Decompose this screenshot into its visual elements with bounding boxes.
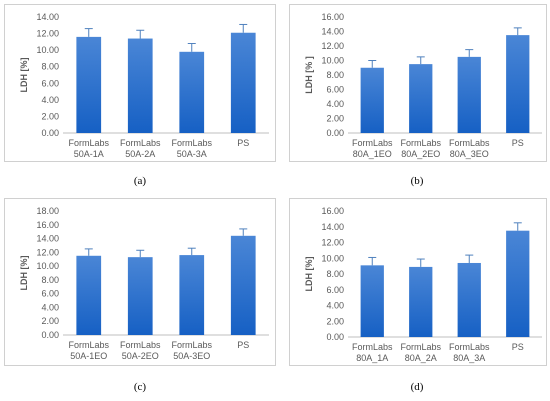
y-tick-label: 2.00: [41, 111, 59, 121]
bar: [409, 64, 433, 133]
x-tick-label: 80A_3A: [453, 353, 485, 363]
bar: [360, 265, 384, 337]
y-tick-label: 14.00: [36, 12, 59, 22]
y-tick-label: 8.00: [326, 269, 344, 279]
x-tick-label: PS: [237, 138, 249, 148]
y-tick-label: 10.00: [36, 261, 59, 271]
x-tick-label: FormLabs: [120, 340, 161, 350]
bar: [230, 32, 256, 133]
y-tick-label: 0.00: [41, 128, 59, 138]
y-tick-label: 8.00: [41, 275, 59, 285]
y-tick-label: 2.00: [41, 316, 59, 326]
y-tick-label: 14.00: [321, 27, 344, 37]
y-tick-label: 6.00: [326, 85, 344, 95]
y-tick-label: 2.00: [326, 316, 344, 326]
caption-c: (c): [133, 381, 147, 393]
x-tick-label: 50A-3EO: [173, 351, 210, 361]
y-tick-label: 8.00: [326, 70, 344, 80]
bar: [179, 51, 205, 133]
x-tick-label: PS: [512, 138, 524, 148]
x-tick-label: FormLabs: [171, 340, 212, 350]
x-tick-label: 50A-2A: [125, 149, 155, 159]
y-tick-label: 10.00: [321, 253, 344, 263]
bar: [179, 255, 205, 335]
y-tick-label: 18.00: [36, 206, 59, 216]
caption-a: (a): [133, 175, 147, 187]
x-tick-label: FormLabs: [120, 138, 161, 148]
bar: [409, 266, 433, 337]
y-tick-label: 10.00: [321, 56, 344, 66]
y-tick-label: 0.00: [326, 332, 344, 342]
x-tick-label: 80A_1EO: [353, 149, 392, 159]
x-tick-label: FormLabs: [352, 342, 393, 352]
x-tick-label: 50A-2EO: [122, 351, 159, 361]
y-tick-label: 8.00: [41, 62, 59, 72]
y-tick-label: 16.00: [36, 220, 59, 230]
y-tick-label: 12.00: [321, 41, 344, 51]
x-tick-label: FormLabs: [449, 342, 490, 352]
y-tick-label: 16.00: [321, 206, 344, 216]
bar: [76, 36, 102, 133]
panel-b: 0.00 2.00 4.00 6.00 8.00 10.00 12.00 14.00 16.00…: [289, 4, 547, 162]
x-tick-label: 80A_3EO: [450, 149, 489, 159]
panel-c: 0.00 2.00 4.00 6.00 8.00 10.00 12.00 14.00 16.00…: [4, 198, 276, 366]
y-tick-label: 12.00: [36, 247, 59, 257]
bar: [506, 230, 530, 337]
y-tick-label: 0.00: [326, 128, 344, 138]
bar: [506, 35, 530, 133]
y-tick-label: 16.00: [321, 12, 344, 22]
x-tick-label: 80A_2EO: [401, 149, 440, 159]
panel-d: 0.00 2.00 4.00 6.00 8.00 10.00 12.00 14.00 16.00…: [289, 198, 547, 366]
y-tick-label: 0.00: [41, 330, 59, 340]
x-tick-label: 80A_2A: [405, 353, 437, 363]
bar: [360, 67, 384, 133]
y-tick-label: 12.00: [36, 29, 59, 39]
bar: [457, 56, 481, 133]
panel-a: 0.00 2.00 4.00 6.00 8.00 10.00 12.00 14.00 LDH […: [4, 4, 276, 162]
y-tick-label: 6.00: [41, 289, 59, 299]
y-tick-label: 6.00: [41, 78, 59, 88]
x-tick-label: PS: [237, 340, 249, 350]
caption-d: (d): [410, 381, 424, 393]
y-tick-label: 14.00: [36, 234, 59, 244]
y-axis-label: LDH [%]: [19, 58, 29, 93]
x-tick-label: FormLabs: [449, 138, 490, 148]
y-axis-label: LDH [% ]: [304, 56, 314, 94]
bar: [127, 257, 153, 335]
y-tick-label: 6.00: [326, 285, 344, 295]
bar: [230, 235, 256, 335]
x-tick-label: FormLabs: [400, 342, 441, 352]
x-tick-label: FormLabs: [400, 138, 441, 148]
caption-b: (b): [410, 175, 424, 187]
x-tick-label: 50A-1A: [74, 149, 104, 159]
y-tick-label: 12.00: [321, 238, 344, 248]
y-tick-label: 4.00: [41, 302, 59, 312]
x-tick-label: 80A_1A: [356, 353, 388, 363]
x-tick-label: PS: [512, 342, 524, 352]
y-axis-label: LDH [%]: [19, 256, 29, 291]
chart-c: 0.00 2.00 4.00 6.00 8.00 10.00 12.00 14.00 16.00…: [19, 206, 269, 361]
x-tick-label: FormLabs: [352, 138, 393, 148]
y-tick-label: 2.00: [326, 114, 344, 124]
y-tick-label: 4.00: [41, 95, 59, 105]
chart-d: 0.00 2.00 4.00 6.00 8.00 10.00 12.00 14.00 16.00…: [304, 206, 542, 363]
bar: [127, 38, 153, 133]
bar: [76, 255, 102, 335]
x-tick-label: FormLabs: [68, 138, 109, 148]
x-tick-label: FormLabs: [68, 340, 109, 350]
chart-a: 0.00 2.00 4.00 6.00 8.00 10.00 12.00 14.00 LDH […: [19, 12, 269, 159]
x-tick-label: 50A-3A: [177, 149, 207, 159]
x-tick-label: 50A-1EO: [70, 351, 107, 361]
y-axis-label: LDH [%]: [304, 257, 314, 292]
y-tick-label: 10.00: [36, 45, 59, 55]
y-tick-label: 4.00: [326, 99, 344, 109]
chart-b: 0.00 2.00 4.00 6.00 8.00 10.00 12.00 14.00 16.00…: [304, 12, 542, 159]
x-tick-label: FormLabs: [171, 138, 212, 148]
y-tick-label: 4.00: [326, 301, 344, 311]
bar: [457, 262, 481, 337]
y-tick-label: 14.00: [321, 222, 344, 232]
